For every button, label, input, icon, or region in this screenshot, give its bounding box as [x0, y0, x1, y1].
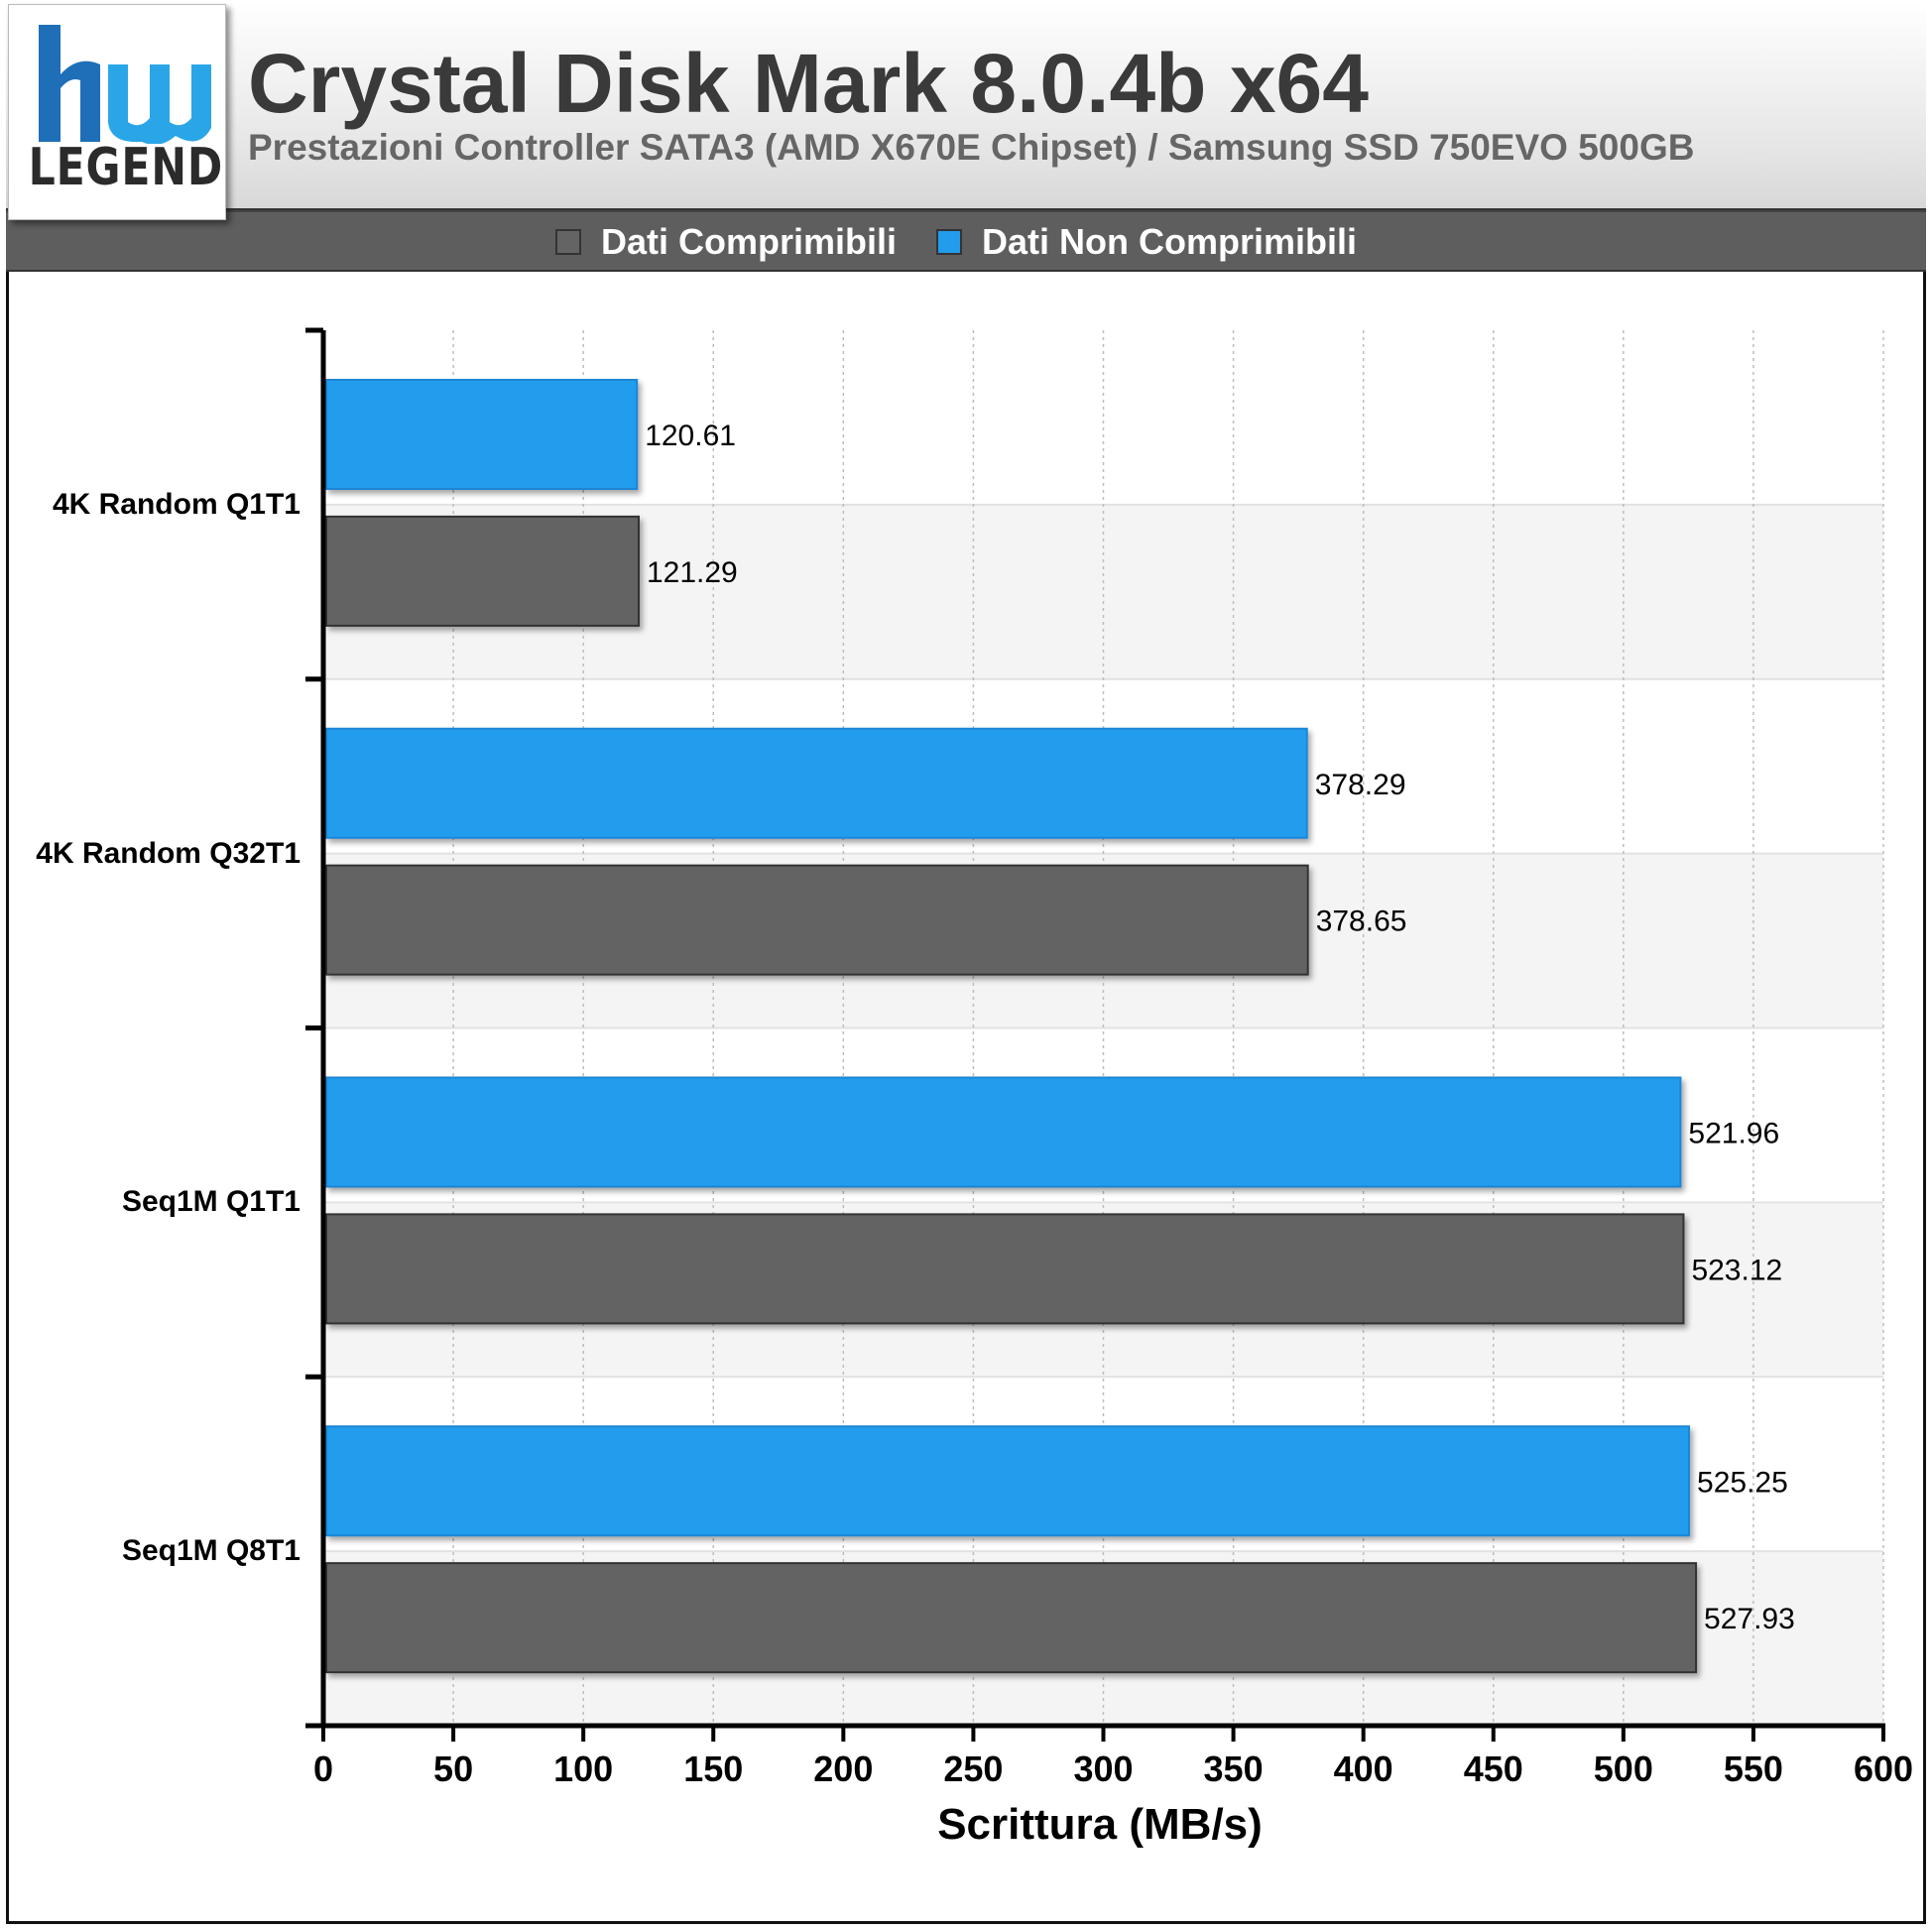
- bar-value-label: 378.29: [1315, 769, 1406, 801]
- category-label: 4K Random Q1T1: [52, 487, 301, 521]
- x-tick-label: 450: [1463, 1748, 1523, 1789]
- bar: [325, 1562, 1698, 1674]
- x-axis-title: Scrittura (MB/s): [937, 1800, 1263, 1849]
- bar: [325, 864, 1309, 976]
- legend-item-non-compressible: Dati Non Comprimibili: [936, 221, 1357, 262]
- x-tick-label: 500: [1593, 1748, 1653, 1789]
- chart-title: Crystal Disk Mark 8.0.4b x64: [248, 37, 1369, 130]
- x-tick-label: 150: [683, 1748, 744, 1789]
- site-logo: LEGEND: [8, 4, 226, 220]
- bar-value-label: 523.12: [1691, 1254, 1782, 1286]
- bar: [325, 1213, 1685, 1325]
- bar-value-label: 378.65: [1316, 905, 1407, 938]
- x-tick-label: 400: [1333, 1748, 1393, 1789]
- bar: [325, 379, 639, 490]
- x-tick-label: 550: [1723, 1748, 1783, 1789]
- bar-value-label: 120.61: [645, 420, 736, 452]
- chart-subtitle: Prestazioni Controller SATA3 (AMD X670E …: [248, 127, 1695, 168]
- legend-swatch-non-compressible: [936, 229, 962, 255]
- bar-value-label: 527.93: [1704, 1603, 1795, 1635]
- chart-header: Crystal Disk Mark 8.0.4b x64 Prestazioni…: [6, 2, 1926, 210]
- x-tick-label: 300: [1073, 1748, 1134, 1789]
- x-tick-label: 200: [813, 1748, 874, 1789]
- bar: [325, 1076, 1682, 1188]
- legend-bar: Dati Comprimibili Dati Non Comprimibili: [6, 210, 1926, 272]
- bar: [325, 1425, 1691, 1537]
- legend-swatch-compressible: [555, 229, 581, 255]
- x-tick-label: 0: [312, 1748, 334, 1789]
- legend-label-compressible: Dati Comprimibili: [601, 221, 898, 262]
- bar-value-label: 121.29: [647, 556, 738, 589]
- x-tick-label: 50: [433, 1748, 474, 1789]
- legend-label-non-compressible: Dati Non Comprimibili: [982, 221, 1357, 262]
- x-tick-label: 250: [943, 1748, 1004, 1789]
- x-tick-label: 600: [1853, 1748, 1914, 1789]
- category-label: 4K Random Q32T1: [36, 836, 301, 870]
- category-label: Seq1M Q8T1: [121, 1534, 301, 1568]
- logo-wordmark: LEGEND: [28, 138, 224, 197]
- legend-item-compressible: Dati Comprimibili: [555, 221, 898, 262]
- x-tick-label: 350: [1203, 1748, 1264, 1789]
- x-tick-label: 100: [553, 1748, 614, 1789]
- bar: [325, 515, 640, 627]
- hw-logo-icon: [39, 25, 211, 144]
- bar: [325, 727, 1308, 839]
- bar-value-label: 521.96: [1688, 1118, 1779, 1150]
- category-label: Seq1M Q1T1: [121, 1185, 301, 1219]
- bar-value-label: 525.25: [1697, 1466, 1788, 1499]
